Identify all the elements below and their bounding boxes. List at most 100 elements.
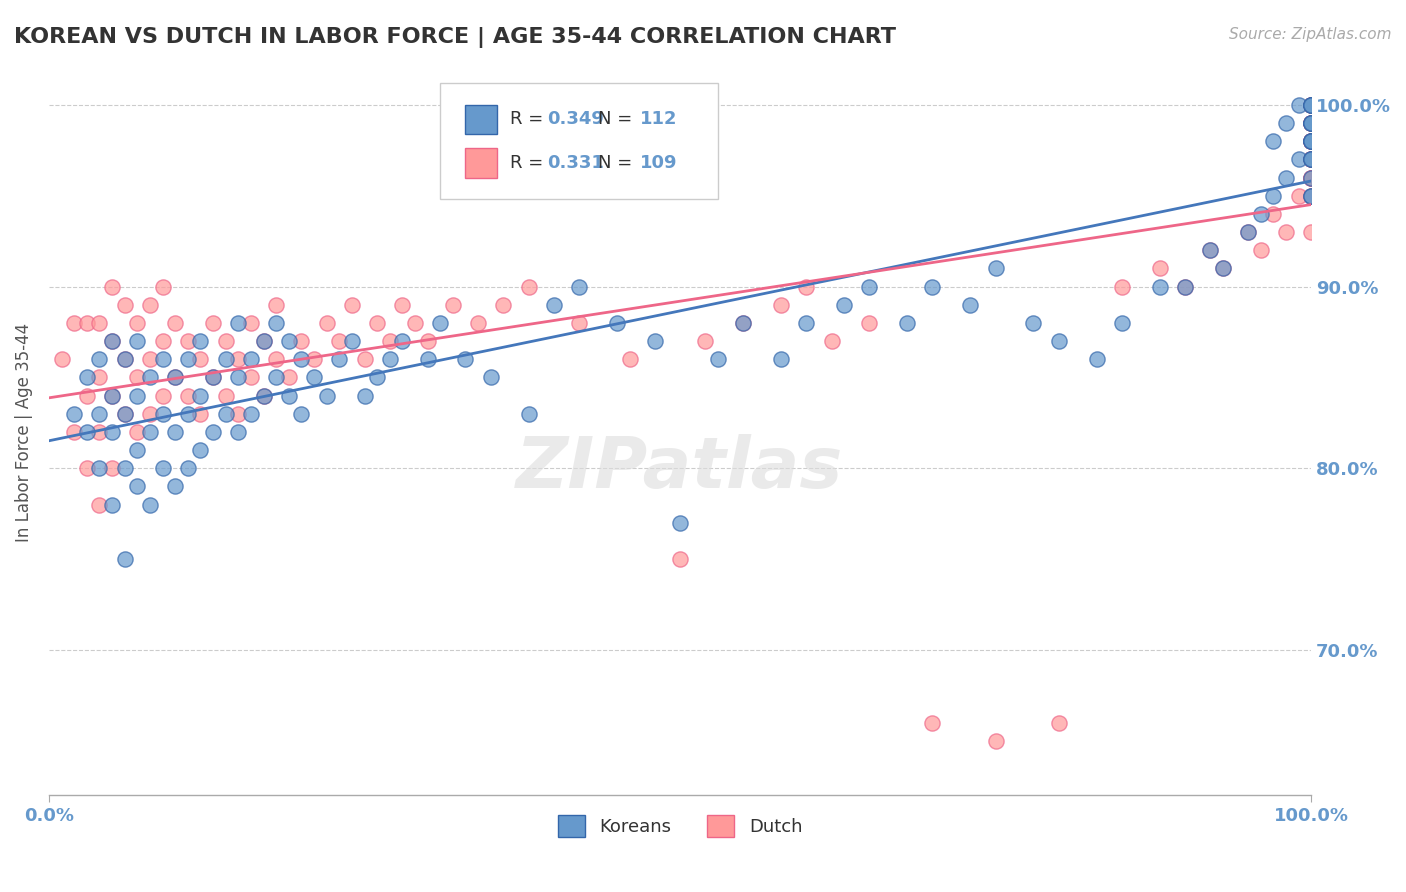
Koreans (479, 370, 502, 384)
Dutch (1199, 244, 1222, 258)
Koreans (429, 316, 451, 330)
Dutch (1263, 207, 1285, 221)
Koreans (239, 407, 262, 421)
Koreans (239, 352, 262, 367)
Koreans (1301, 98, 1323, 112)
Koreans (1047, 334, 1070, 348)
Dutch (101, 334, 124, 348)
Dutch (202, 316, 225, 330)
Koreans (1301, 188, 1323, 202)
Koreans (984, 261, 1007, 276)
Koreans (152, 352, 174, 367)
Koreans (101, 389, 124, 403)
Dutch (277, 370, 299, 384)
Dutch (101, 279, 124, 293)
Dutch (114, 298, 136, 312)
Koreans (152, 407, 174, 421)
Koreans (1212, 261, 1234, 276)
Koreans (226, 370, 249, 384)
Koreans (959, 298, 981, 312)
Dutch (984, 734, 1007, 748)
Koreans (264, 370, 287, 384)
Dutch (1149, 261, 1171, 276)
Koreans (707, 352, 730, 367)
Dutch (1288, 188, 1310, 202)
Dutch (1301, 153, 1323, 167)
Y-axis label: In Labor Force | Age 35-44: In Labor Force | Age 35-44 (15, 322, 32, 541)
Koreans (543, 298, 565, 312)
Dutch (858, 316, 880, 330)
Dutch (252, 389, 274, 403)
Dutch (139, 407, 162, 421)
Dutch (139, 352, 162, 367)
Dutch (1301, 98, 1323, 112)
Koreans (1301, 134, 1323, 148)
Dutch (165, 316, 187, 330)
Koreans (190, 443, 212, 458)
Koreans (101, 425, 124, 439)
Dutch (226, 352, 249, 367)
Koreans (114, 352, 136, 367)
Dutch (101, 389, 124, 403)
Koreans (139, 498, 162, 512)
Koreans (1301, 153, 1323, 167)
Koreans (252, 334, 274, 348)
Dutch (264, 352, 287, 367)
Koreans (226, 316, 249, 330)
Koreans (127, 443, 149, 458)
Koreans (1301, 116, 1323, 130)
Dutch (190, 352, 212, 367)
Dutch (1301, 116, 1323, 130)
Dutch (101, 461, 124, 475)
Koreans (1301, 98, 1323, 112)
Koreans (328, 352, 350, 367)
Dutch (340, 298, 363, 312)
Koreans (127, 479, 149, 493)
Dutch (127, 316, 149, 330)
Koreans (644, 334, 666, 348)
Text: R =: R = (509, 111, 548, 128)
Dutch (669, 552, 692, 566)
Dutch (51, 352, 73, 367)
Dutch (139, 298, 162, 312)
Text: N =: N = (598, 154, 638, 172)
Koreans (1301, 188, 1323, 202)
Koreans (226, 425, 249, 439)
Dutch (226, 407, 249, 421)
Dutch (416, 334, 439, 348)
Koreans (1301, 170, 1323, 185)
Dutch (1174, 279, 1197, 293)
Dutch (1301, 225, 1323, 239)
Koreans (89, 461, 111, 475)
Koreans (1301, 134, 1323, 148)
Text: KOREAN VS DUTCH IN LABOR FORCE | AGE 35-44 CORRELATION CHART: KOREAN VS DUTCH IN LABOR FORCE | AGE 35-… (14, 27, 896, 48)
Koreans (769, 352, 792, 367)
Koreans (1250, 207, 1272, 221)
Dutch (1301, 116, 1323, 130)
Koreans (391, 334, 413, 348)
Koreans (1275, 116, 1298, 130)
Koreans (177, 352, 200, 367)
Koreans (252, 389, 274, 403)
Koreans (277, 334, 299, 348)
Koreans (76, 370, 98, 384)
Koreans (733, 316, 755, 330)
Koreans (114, 552, 136, 566)
Dutch (1301, 170, 1323, 185)
Dutch (695, 334, 717, 348)
Dutch (1301, 98, 1323, 112)
Dutch (1212, 261, 1234, 276)
Koreans (1301, 153, 1323, 167)
Dutch (378, 334, 401, 348)
Dutch (366, 316, 388, 330)
Dutch (441, 298, 464, 312)
Koreans (76, 425, 98, 439)
Dutch (1301, 188, 1323, 202)
Dutch (794, 279, 817, 293)
FancyBboxPatch shape (440, 83, 718, 199)
Koreans (1149, 279, 1171, 293)
Koreans (315, 389, 337, 403)
Koreans (215, 407, 238, 421)
Koreans (190, 389, 212, 403)
Text: 0.349: 0.349 (547, 111, 605, 128)
